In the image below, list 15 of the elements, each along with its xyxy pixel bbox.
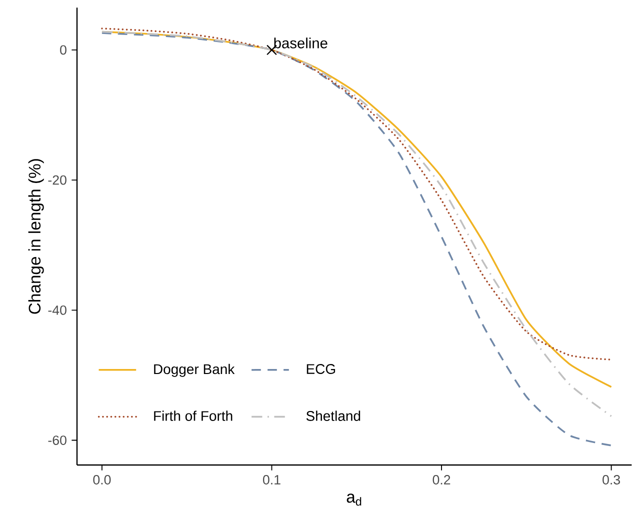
legend-label: ECG [306, 364, 336, 374]
x-tick-label: 0.1 [262, 475, 280, 484]
legend-label: Firth of Forth [154, 410, 232, 421]
y-tick-label: -20 [48, 175, 66, 185]
legend-label: Dogger Bank [154, 364, 235, 377]
x-tick-label: 0.3 [602, 475, 620, 484]
y-tick-label: -40 [48, 305, 66, 315]
x-tick-label: 0.0 [93, 475, 111, 484]
annotation: baseline [274, 38, 328, 48]
legend-label: Shetland [306, 410, 360, 421]
x-axis-title: a$_{d}$ [346, 494, 362, 506]
y-tick-label: -60 [48, 436, 66, 445]
x-tick-label: 0.2 [432, 475, 450, 484]
y-tick-label: 0 [60, 45, 66, 55]
y-axis-title: Change in length (%) [28, 159, 44, 314]
